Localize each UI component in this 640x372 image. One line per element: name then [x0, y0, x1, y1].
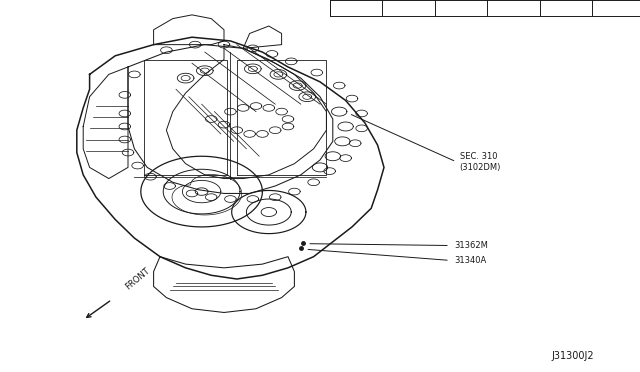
Text: SEC. 310
(3102DM): SEC. 310 (3102DM): [460, 152, 501, 171]
Text: J31300J2: J31300J2: [552, 351, 594, 361]
Text: 31340A: 31340A: [454, 256, 486, 265]
Text: 31362M: 31362M: [454, 241, 488, 250]
Text: FRONT: FRONT: [124, 267, 151, 292]
